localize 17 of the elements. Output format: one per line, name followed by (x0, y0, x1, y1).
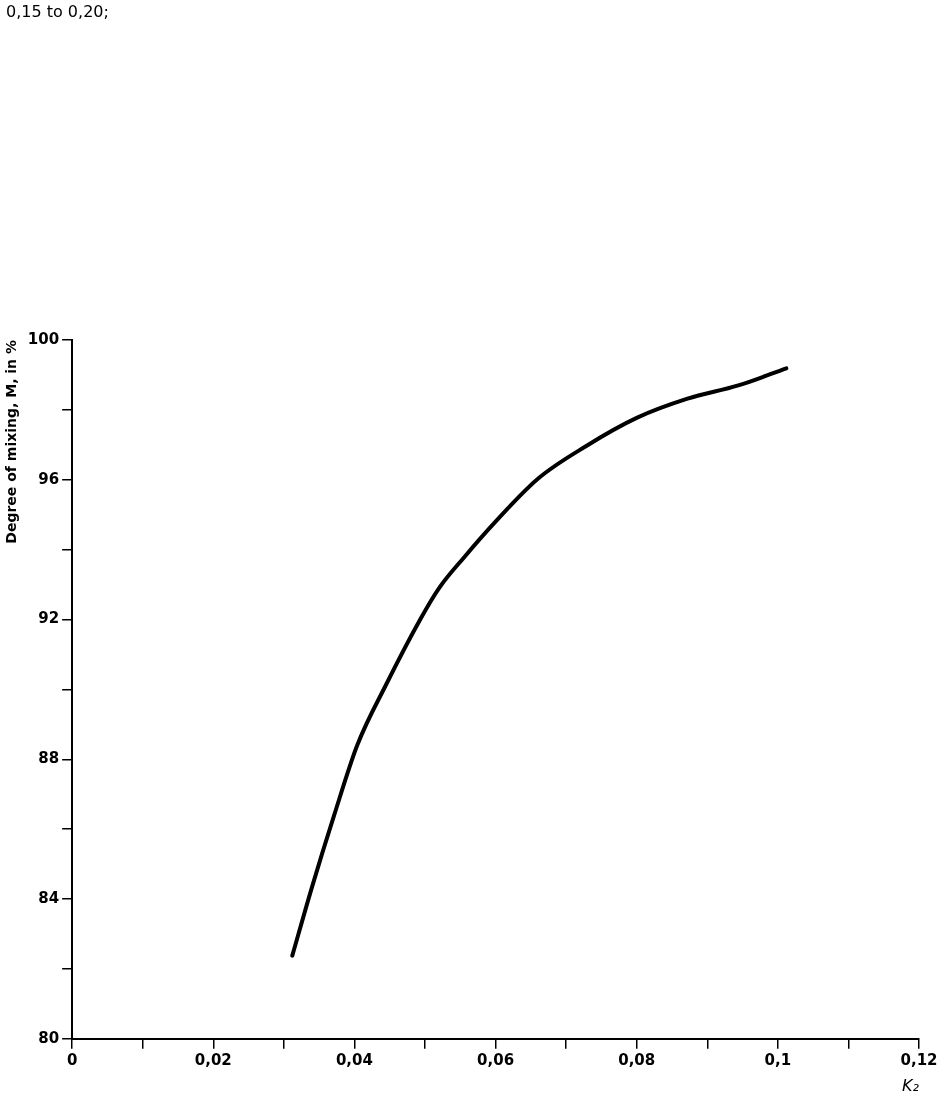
y-tick-label: 100 (27, 329, 60, 348)
x-tick-label: 0,06 (477, 1050, 515, 1069)
line-series (290, 366, 789, 958)
x-axis-title: K₂ (902, 1075, 920, 1095)
x-tick-label: 0,1 (764, 1050, 792, 1069)
y-tick-label: 92 (38, 609, 60, 628)
x-tick-label: 0,02 (194, 1050, 232, 1069)
y-tick-label: 96 (38, 469, 60, 488)
x-tick-label: 0 (66, 1050, 78, 1069)
x-tick-label: 0,12 (900, 1050, 938, 1069)
x-tick-label: 0,04 (335, 1050, 373, 1069)
y-tick-label: 88 (38, 749, 60, 768)
y-tick-label: 80 (38, 1028, 60, 1047)
x-tick-label: 0,08 (618, 1050, 656, 1069)
text: 0,15 to 0,20; (6, 2, 109, 21)
y-axis-title: Degree of mixing, M, in % (3, 340, 20, 544)
y-tick-label: 84 (38, 888, 60, 907)
